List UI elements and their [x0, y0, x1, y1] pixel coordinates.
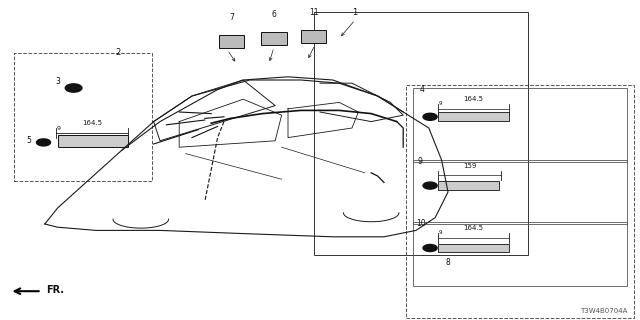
Text: 2: 2	[116, 48, 121, 57]
Text: 164.5: 164.5	[463, 96, 484, 102]
Text: 9: 9	[56, 125, 60, 131]
Circle shape	[423, 244, 437, 252]
Bar	[219, 35, 244, 48]
Circle shape	[65, 84, 82, 92]
Bar	[413, 222, 627, 286]
Bar	[261, 32, 287, 45]
Text: 1: 1	[353, 8, 358, 17]
Circle shape	[423, 182, 437, 189]
Bar	[301, 30, 326, 43]
Text: 10: 10	[416, 220, 426, 228]
Bar	[58, 135, 128, 147]
Text: FR.: FR.	[46, 284, 64, 295]
Bar	[314, 12, 528, 255]
Text: 9: 9	[438, 100, 442, 106]
Text: 11: 11	[309, 8, 318, 17]
Bar	[14, 53, 152, 181]
Text: 7: 7	[229, 13, 234, 22]
Text: T3W4B0704A: T3W4B0704A	[580, 308, 627, 314]
Text: 9: 9	[418, 157, 423, 166]
Text: 164.5: 164.5	[463, 225, 484, 231]
Text: 164.5: 164.5	[82, 120, 102, 126]
Bar	[438, 244, 509, 252]
Text: 8: 8	[445, 258, 451, 267]
Text: 159: 159	[463, 163, 476, 169]
Text: 4: 4	[419, 85, 424, 94]
Circle shape	[423, 113, 437, 120]
Bar	[413, 88, 627, 162]
Bar	[413, 160, 627, 224]
Text: 3: 3	[55, 77, 60, 86]
Bar	[438, 181, 499, 190]
Text: 9: 9	[438, 230, 442, 235]
Circle shape	[36, 139, 51, 146]
Text: 6: 6	[271, 10, 276, 19]
Bar	[438, 112, 509, 121]
Text: 5: 5	[26, 136, 31, 145]
Bar	[406, 85, 634, 318]
